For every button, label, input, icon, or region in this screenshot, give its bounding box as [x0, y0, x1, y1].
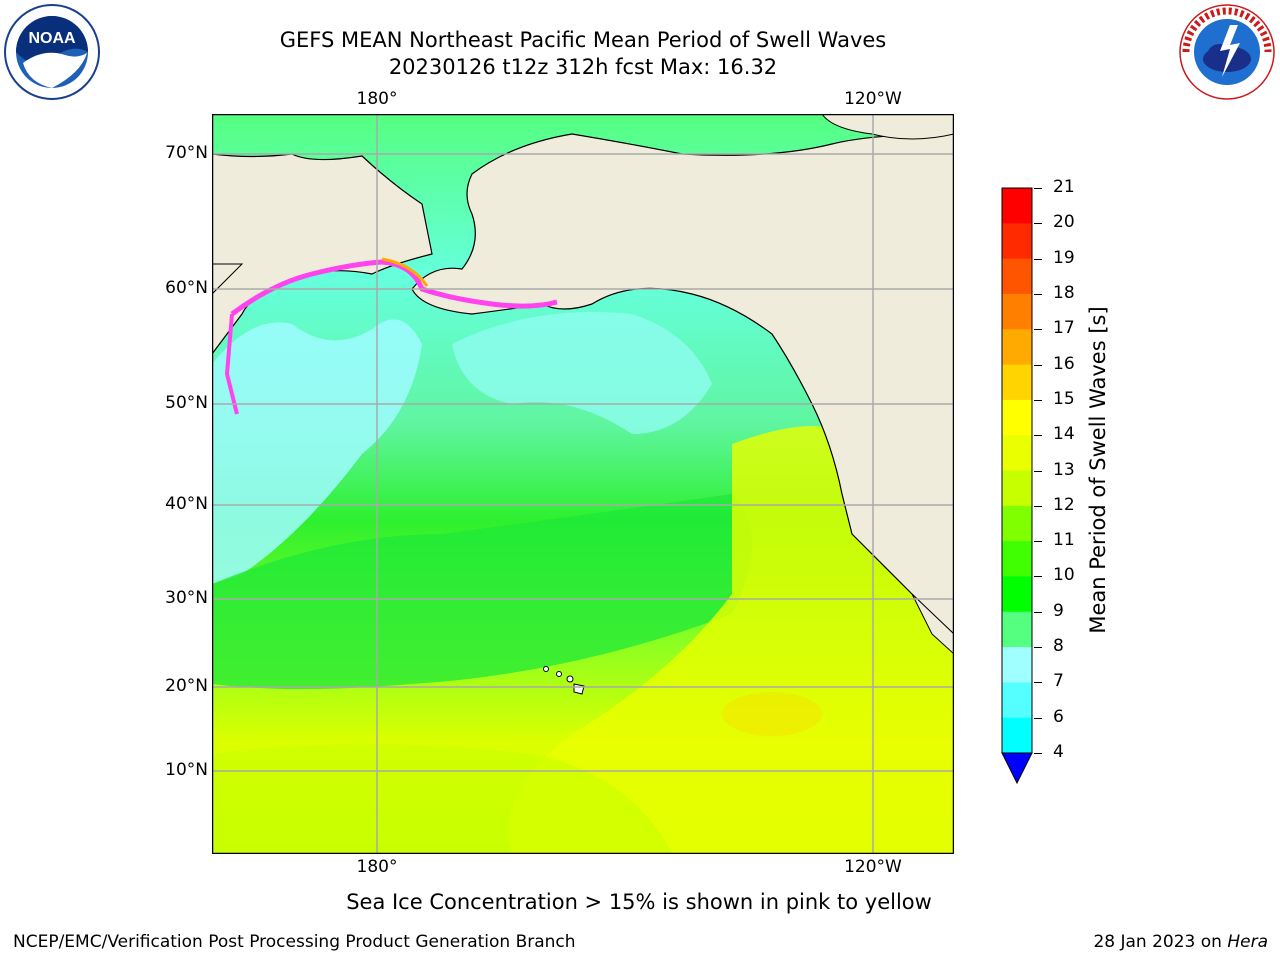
colorbar-tick-label: 19	[1053, 247, 1075, 268]
lat-label-50n: 50°N	[165, 393, 208, 413]
colorbar-tick-mark	[1034, 188, 1042, 189]
colorbar-tick-label: 12	[1053, 494, 1075, 515]
colorbar-band	[1002, 470, 1032, 507]
lon-label-120w-top: 120°W	[844, 89, 902, 109]
swell-period-map	[211, 113, 955, 855]
lat-label-60n: 60°N	[165, 278, 208, 298]
colorbar-band	[1002, 435, 1032, 471]
map-title: GEFS MEAN Northeast Pacific Mean Period …	[279, 28, 887, 52]
footer-host: Hera	[1227, 932, 1268, 952]
footer-credit: NCEP/EMC/Verification Post Processing Pr…	[13, 932, 576, 952]
colorbar-tick-label: 11	[1053, 530, 1075, 551]
colorbar-tick-label: 10	[1053, 565, 1075, 586]
sea-ice-edge	[230, 259, 558, 317]
lat-label-70n: 70°N	[165, 143, 208, 163]
cyan-region-west	[212, 319, 422, 584]
land-arctic-islands	[821, 113, 955, 140]
colorbar-tick-label: 4	[1053, 742, 1064, 762]
green-belt	[212, 494, 752, 689]
lat-label-20n: 20°N	[165, 676, 208, 696]
colorbar-tick-mark	[1034, 364, 1042, 366]
noaa-logo: NOAA	[3, 3, 101, 101]
sea-ice-note: Sea Ice Concentration > 15% is shown in …	[346, 890, 932, 914]
colorbar-band	[1002, 258, 1032, 295]
lat-label-40n: 40°N	[165, 494, 208, 514]
colorbar-border	[1001, 187, 1033, 754]
colorbar-tick-label: 15	[1053, 388, 1075, 409]
lon-label-120w-bottom: 120°W	[844, 857, 902, 877]
colorbar-tick-mark	[1034, 717, 1042, 719]
lat-label-10n: 10°N	[165, 760, 208, 780]
colorbar-tick-label: 17	[1053, 318, 1075, 339]
map-subtitle: 20230126 t12z 312h fcst Max: 16.32	[388, 55, 778, 79]
colorbar-graphic	[1001, 187, 1033, 785]
land-north-america	[411, 133, 955, 636]
colorbar-band	[1002, 505, 1032, 542]
map-panel	[211, 113, 955, 855]
colorbar-tick-mark	[1034, 258, 1042, 260]
svg-text:NOAA: NOAA	[28, 30, 76, 47]
colorbar-tick-mark	[1034, 753, 1042, 754]
colorbar-band	[1002, 682, 1032, 719]
colorbar-title: Mean Period of Swell Waves [s]	[1086, 306, 1110, 634]
colorbar-tick-label: 18	[1053, 282, 1075, 303]
colorbar-band	[1002, 717, 1032, 754]
colorbar-band	[1002, 611, 1032, 648]
colorbar-band	[1002, 188, 1032, 224]
colorbar-tick-mark	[1034, 435, 1042, 437]
colorbar-tick-mark	[1034, 293, 1042, 295]
colorbar-tick-label: 13	[1053, 459, 1075, 480]
nws-logo	[1178, 3, 1276, 101]
colorbar-tick-mark	[1034, 399, 1042, 401]
colorbar-tick-label: 20	[1053, 212, 1075, 233]
colorbar-band	[1002, 576, 1032, 613]
warm-spot	[722, 692, 822, 736]
colorbar	[1000, 186, 1036, 786]
graticule	[212, 114, 954, 854]
colorbar-tick-label: 16	[1053, 353, 1075, 374]
colorbar-under-triangle	[1001, 752, 1033, 785]
colorbar-band	[1002, 647, 1032, 683]
colorbar-tick-mark	[1034, 576, 1042, 578]
colorbar-tick-label: 14	[1053, 424, 1075, 445]
colorbar-band	[1002, 223, 1032, 260]
colorbar-tick-label: 9	[1053, 600, 1064, 621]
colorbar-tick-mark	[1034, 329, 1042, 331]
yellow-region-east	[508, 426, 954, 854]
sea-ice-edge-orange	[381, 257, 429, 287]
colorbar-band	[1002, 541, 1032, 577]
footer-date-text: 28 Jan 2023 on	[1093, 932, 1228, 952]
lat-label-30n: 30°N	[165, 588, 208, 608]
colorbar-tick-label: 21	[1053, 177, 1075, 197]
colorbar-tick-mark	[1034, 682, 1042, 684]
colorbar-tick-mark	[1034, 541, 1042, 543]
colorbar-tick-label: 8	[1053, 636, 1064, 657]
lon-label-180-top: 180°	[356, 89, 398, 109]
colorbar-band	[1002, 329, 1032, 366]
map-border	[211, 113, 955, 855]
footer-date: 28 Jan 2023 on Hera	[1093, 932, 1268, 952]
colorbar-band	[1002, 293, 1032, 330]
sea-ice-edge-west	[224, 313, 239, 415]
colorbar-tick-label: 7	[1053, 671, 1064, 692]
colorbar-tick-mark	[1034, 611, 1042, 613]
colorbar-band	[1002, 364, 1032, 401]
colorbar-tick-mark	[1034, 647, 1042, 649]
lon-label-180-bottom: 180°	[356, 857, 398, 877]
colorbar-tick-mark	[1034, 505, 1042, 507]
colorbar-tick-mark	[1034, 223, 1042, 225]
colorbar-tick-mark	[1034, 470, 1042, 472]
colorbar-band	[1002, 399, 1032, 436]
colorbar-tick-label: 6	[1053, 706, 1064, 727]
